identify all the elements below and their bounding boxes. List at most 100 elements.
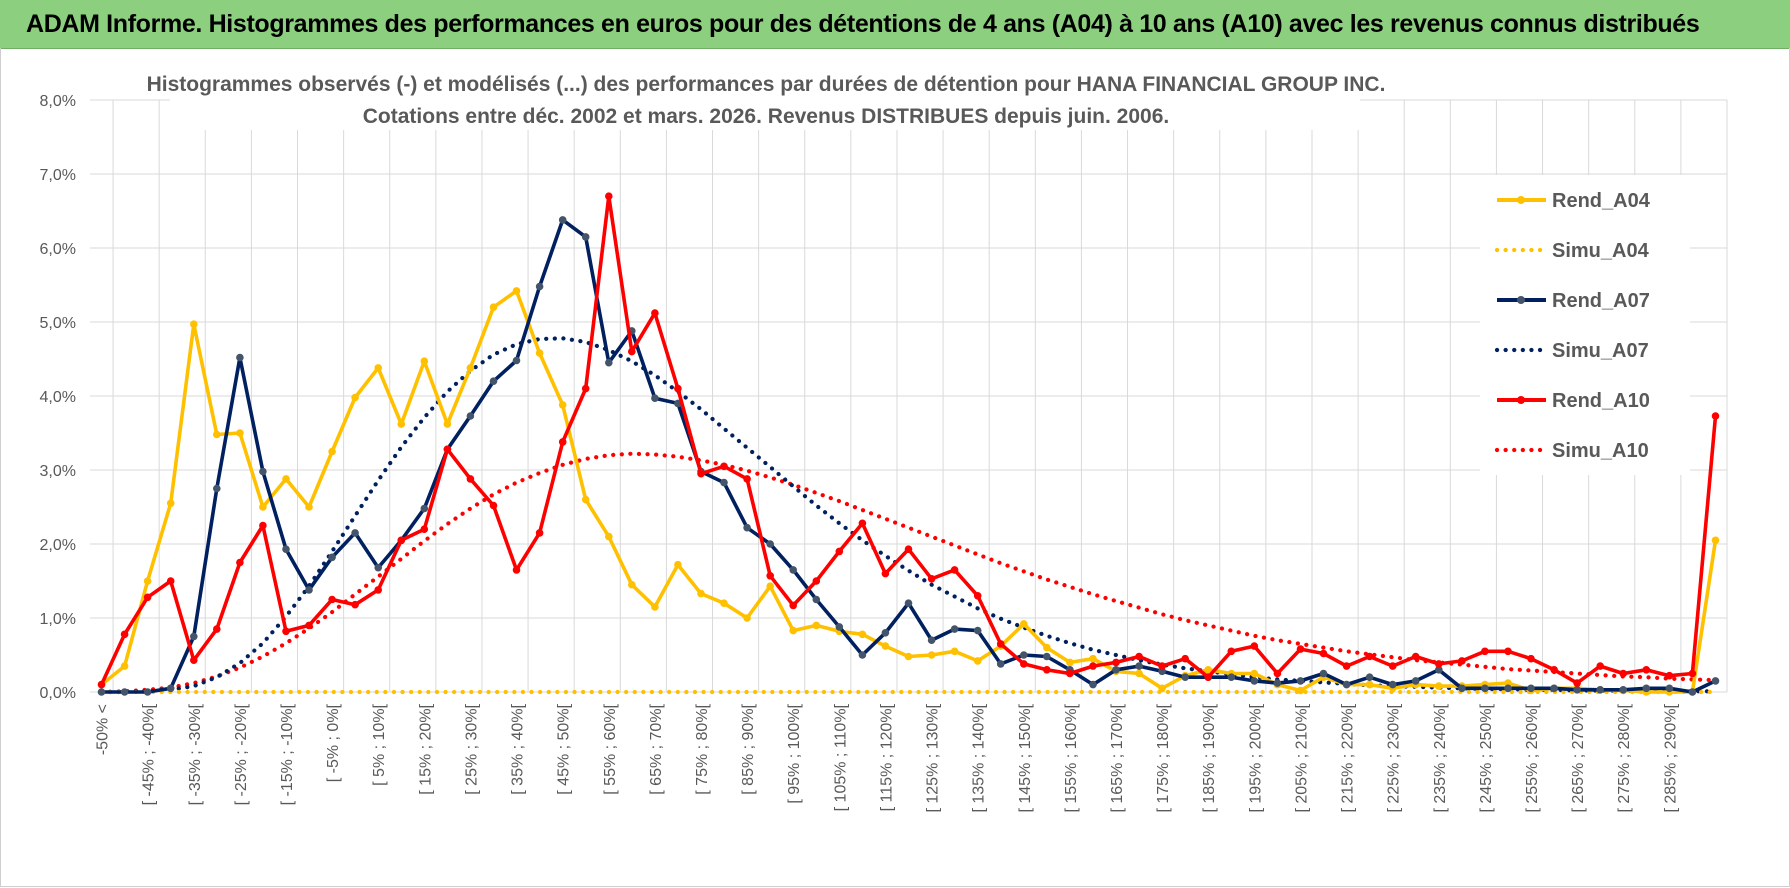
x-tick-label: [ 25% ; 30%[ xyxy=(463,703,480,794)
data-point-Rend_A07 xyxy=(512,356,521,365)
y-tick-label: 8,0% xyxy=(40,93,76,110)
data-point-Rend_A10 xyxy=(443,445,452,454)
data-point-Rend_A07 xyxy=(420,504,429,513)
data-point-Rend_A04 xyxy=(443,420,452,428)
data-point-Rend_A07 xyxy=(1365,673,1374,681)
data-point-Rend_A04 xyxy=(743,614,751,622)
data-point-Rend_A07 xyxy=(950,625,959,633)
data-point-Rend_A04 xyxy=(881,642,890,650)
data-point-Rend_A07 xyxy=(1411,677,1420,685)
data-point-Rend_A07 xyxy=(904,599,913,607)
data-point-Rend_A07 xyxy=(996,660,1005,668)
data-point-Rend_A07 xyxy=(1504,684,1512,693)
data-point-Rend_A10 xyxy=(1550,666,1558,674)
data-point-Rend_A10 xyxy=(1481,647,1489,656)
x-tick-label: [ 75% ; 80%[ xyxy=(694,703,711,794)
data-point-Rend_A10 xyxy=(1066,669,1074,678)
x-tick-label: [ 85% ; 90%[ xyxy=(740,703,757,794)
data-point-Rend_A07 xyxy=(1550,684,1558,693)
data-point-Rend_A10 xyxy=(305,621,313,630)
y-tick-label: 4,0% xyxy=(40,389,76,406)
legend-marker-Rend_A07 xyxy=(1517,296,1525,304)
data-point-Rend_A04 xyxy=(904,652,913,661)
data-point-Rend_A10 xyxy=(1089,662,1097,670)
x-tick-label: [ 125% ; 130%[ xyxy=(925,703,942,812)
data-point-Rend_A10 xyxy=(1504,647,1512,656)
title-backing xyxy=(170,64,1360,130)
x-tick-label: [ 105% ; 110%[ xyxy=(832,703,849,811)
data-point-Rend_A10 xyxy=(1158,662,1166,670)
data-point-Rend_A07 xyxy=(97,688,106,696)
data-point-Rend_A04 xyxy=(812,621,821,630)
data-point-Rend_A04 xyxy=(466,364,475,372)
legend-backing xyxy=(1480,175,1690,475)
data-point-Rend_A07 xyxy=(1227,673,1236,681)
data-point-Rend_A07 xyxy=(1296,677,1305,685)
data-point-Rend_A07 xyxy=(858,651,867,659)
data-point-Rend_A10 xyxy=(1250,642,1259,650)
data-point-Rend_A04 xyxy=(973,657,982,665)
data-point-Rend_A10 xyxy=(881,569,890,578)
data-point-Rend_A07 xyxy=(1135,662,1143,670)
y-tick-label: 1,0% xyxy=(40,611,76,628)
data-point-Rend_A07 xyxy=(927,636,936,644)
data-point-Rend_A07 xyxy=(466,412,475,420)
y-tick-label: 7,0% xyxy=(40,167,76,184)
data-point-Rend_A10 xyxy=(397,536,406,545)
data-point-Rend_A10 xyxy=(973,592,982,600)
data-point-Rend_A10 xyxy=(512,566,521,574)
data-point-Rend_A04 xyxy=(351,393,359,402)
data-point-Rend_A04 xyxy=(259,503,267,511)
data-point-Rend_A04 xyxy=(1504,679,1512,687)
data-point-Rend_A04 xyxy=(558,401,567,409)
data-point-Rend_A10 xyxy=(466,475,475,483)
x-tick-label: [ 195% ; 200%[ xyxy=(1247,703,1264,812)
data-point-Rend_A04 xyxy=(789,626,797,635)
data-point-Rend_A10 xyxy=(1458,657,1466,665)
x-tick-label: -50% < xyxy=(95,704,112,755)
x-tick-label: [ 45% ; 50%[ xyxy=(556,703,573,794)
legend-label-Rend_A07: Rend_A07 xyxy=(1552,290,1650,312)
data-point-Rend_A07 xyxy=(1112,666,1120,674)
x-tick-label: [ 265% ; 270%[ xyxy=(1570,703,1587,812)
data-point-Rend_A04 xyxy=(489,303,498,312)
data-point-Rend_A10 xyxy=(1181,654,1189,663)
data-point-Rend_A07 xyxy=(720,478,728,487)
data-point-Rend_A10 xyxy=(190,656,198,664)
data-point-Rend_A10 xyxy=(1619,669,1627,678)
data-point-Rend_A04 xyxy=(213,430,221,439)
data-point-Rend_A07 xyxy=(835,623,844,631)
report-banner: ADAM Informe. Histogrammes des performan… xyxy=(0,0,1790,49)
data-point-Rend_A07 xyxy=(812,595,821,604)
x-tick-label: [ 185% ; 190%[ xyxy=(1201,703,1218,812)
x-tick-label: [ 225% ; 230%[ xyxy=(1386,703,1403,812)
data-point-Rend_A07 xyxy=(1642,684,1651,693)
x-tick-label: [ -35% ; -30%[ xyxy=(187,703,204,805)
data-point-Rend_A07 xyxy=(1665,684,1674,693)
data-point-Rend_A04 xyxy=(674,560,682,569)
data-point-Rend_A10 xyxy=(166,577,175,585)
data-point-Rend_A04 xyxy=(1135,669,1143,678)
data-point-Rend_A07 xyxy=(282,545,290,553)
x-tick-label: [ 215% ; 220%[ xyxy=(1340,703,1357,812)
data-point-Rend_A07 xyxy=(1089,680,1097,689)
data-point-Rend_A04 xyxy=(236,429,244,437)
data-point-Rend_A07 xyxy=(305,586,313,594)
data-point-Rend_A04 xyxy=(1365,680,1374,689)
data-point-Rend_A04 xyxy=(1204,666,1212,674)
data-point-Rend_A10 xyxy=(259,521,267,530)
data-point-Rend_A10 xyxy=(1573,679,1581,687)
data-point-Rend_A07 xyxy=(789,566,797,574)
x-tick-label: [ -45% ; -40%[ xyxy=(141,703,158,805)
data-point-Rend_A10 xyxy=(605,192,613,200)
data-point-Rend_A04 xyxy=(512,287,521,295)
data-point-Rend_A04 xyxy=(651,603,659,611)
data-point-Rend_A04 xyxy=(605,532,613,541)
data-point-Rend_A07 xyxy=(213,484,221,493)
data-point-Rend_A10 xyxy=(213,625,221,633)
data-point-Rend_A10 xyxy=(1688,669,1697,678)
data-point-Rend_A07 xyxy=(1020,651,1028,659)
data-point-Rend_A10 xyxy=(1642,666,1651,674)
legend-marker-Rend_A04 xyxy=(1517,196,1525,204)
